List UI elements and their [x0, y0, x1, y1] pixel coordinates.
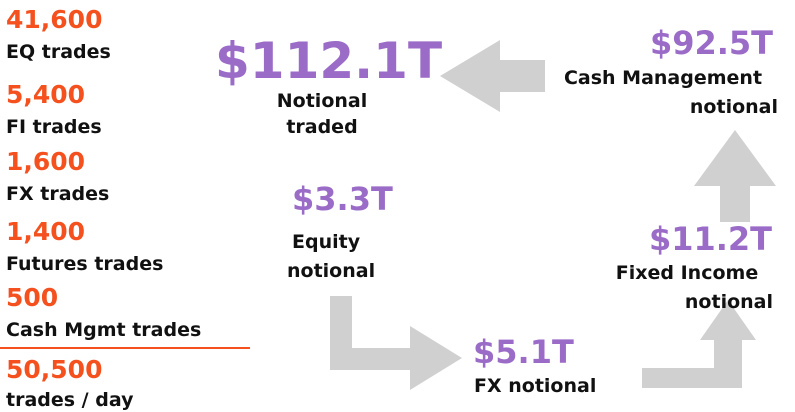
notional-label: Cash Management — [564, 67, 762, 89]
notional-label: notional — [690, 96, 778, 118]
arrows — [330, 40, 776, 390]
notional-label: Fixed Income — [616, 262, 758, 284]
trade-label: EQ trades — [6, 41, 111, 63]
trade-label: FI trades — [6, 116, 102, 138]
notional-value: $11.2T — [649, 220, 772, 258]
notional-label: notional — [287, 260, 375, 282]
notional-label: Equity — [292, 231, 361, 253]
notional-label: Notional — [277, 90, 367, 112]
trade-label: Cash Mgmt trades — [6, 319, 201, 341]
notional-value: $92.5T — [650, 24, 773, 62]
arrow-elbow-up — [642, 300, 756, 388]
arrow-elbow-right — [330, 296, 462, 390]
trade-count: 1,400 — [6, 217, 85, 246]
trade-label: FX trades — [6, 183, 109, 205]
trade-count: 5,400 — [6, 80, 85, 109]
arrow-up — [694, 130, 776, 222]
notional-value: $5.1T — [473, 333, 574, 371]
notional-label: FX notional — [474, 375, 596, 397]
notional-label: notional — [685, 291, 773, 313]
trade-label: Futures trades — [6, 253, 163, 275]
notional-value: $3.3T — [292, 180, 393, 218]
notional-label: traded — [286, 116, 357, 138]
total-count: 50,500 — [6, 355, 102, 384]
arrow-left — [440, 40, 545, 112]
trade-count: 1,600 — [6, 147, 85, 176]
trade-count: 500 — [6, 283, 58, 312]
total-label: trades / day — [6, 389, 134, 411]
notional-value: $112.1T — [215, 32, 442, 90]
trade-count: 41,600 — [6, 5, 102, 34]
